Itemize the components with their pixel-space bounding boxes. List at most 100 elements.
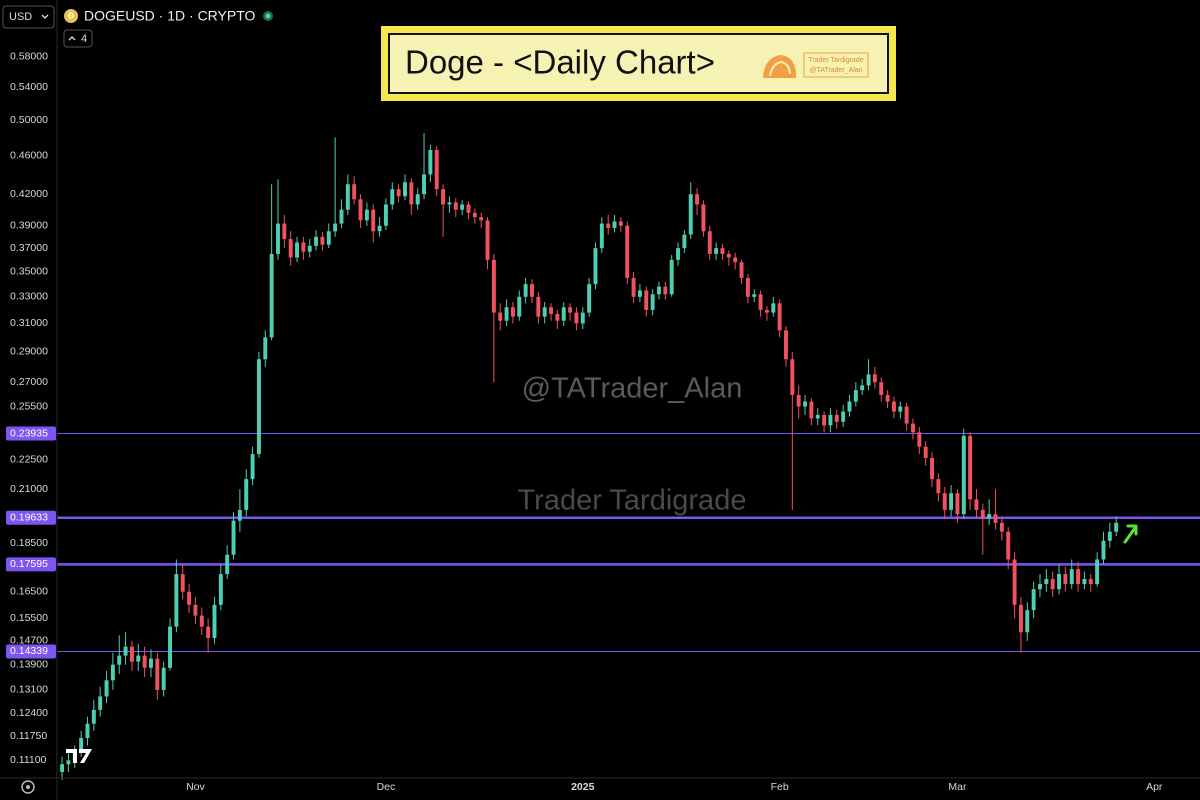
candle-body [377,225,382,232]
y-tick-label: 0.58000 [10,51,48,63]
watermark: Trader Tardigrade [518,485,747,517]
candle-body [517,296,522,317]
y-tick-label: 0.27000 [10,376,48,388]
y-tick-label: 0.37000 [10,242,48,254]
candle-body [263,337,268,360]
candle-body [606,223,611,228]
candle-body [79,737,84,753]
x-tick-label: 2025 [571,781,595,793]
candle-body [60,764,65,773]
chevron [41,14,49,19]
candle-body [314,236,319,246]
candle-body [523,284,528,297]
candle-body [428,150,433,175]
candle-body [453,202,458,210]
x-tick-label: Nov [186,781,205,793]
candle-body [790,359,795,396]
candle-body [1050,579,1055,590]
chevron [68,36,76,41]
candle-body [1012,559,1017,605]
candle-body [206,626,211,638]
currency-selector[interactable] [2,5,55,29]
candle-body [777,303,782,331]
candle-body [955,493,960,515]
coin-icon [64,9,78,23]
candle-body [187,591,192,605]
candle-body [441,189,446,205]
candle-body [917,432,922,447]
candle-body [568,307,573,313]
candle-body [676,248,680,260]
candle-body [479,217,484,221]
candle-body [504,307,509,321]
y-tick-label: 0.18500 [10,537,48,549]
plot [57,133,1200,781]
candle-body [1114,522,1119,532]
y-tick-label: 0.11100 [10,754,47,766]
candle-body [936,479,941,494]
candle-body [1006,531,1011,560]
candle-body [866,374,871,386]
candle-body [403,182,407,197]
candle-body [1095,559,1100,585]
y-tick-label: 0.13100 [10,684,48,696]
candle-body [536,296,541,317]
y-tick-label: 0.16500 [10,586,48,598]
logo-frame [803,52,869,78]
candle-body [891,401,896,412]
candle-body [244,479,249,510]
candle-body [168,626,172,668]
candle-body [466,204,471,213]
candle-body [682,234,687,249]
candle-body [212,604,217,638]
candle-body [269,253,274,338]
candle-body [364,209,369,221]
candle-body [930,457,934,480]
candle-body [1025,610,1030,633]
y-tick-label: 0.46000 [10,149,48,161]
candle-body [663,286,668,295]
candle-body [714,248,719,254]
candle-body [396,189,401,197]
candle-body [549,307,553,314]
candle-body [307,245,312,252]
candle-body [841,411,846,422]
y-tick-label: 0.25500 [10,400,48,412]
candle-body [949,493,954,510]
candle-body [295,242,299,258]
candle-body [809,401,814,419]
candle-body [942,493,947,510]
tv-logo [66,749,92,763]
settings-icon[interactable] [21,780,35,794]
y-tick-label: 0.29000 [10,346,48,358]
logo-icon-detail [769,60,791,77]
candle-body [853,390,858,402]
candle-body [472,212,477,218]
candle-body [117,655,122,665]
candle-body [498,312,503,321]
candle-body [745,277,750,297]
candle-body [301,242,306,252]
candle-body [510,307,515,317]
indicator-toggle[interactable] [63,29,93,48]
candle-body [409,182,414,205]
level-label: 0.23935 [10,427,48,439]
candle-body [898,406,903,412]
candle-body [104,680,109,697]
y-tick-label: 0.42000 [10,188,48,200]
candle-body [625,225,630,278]
candle-body [923,446,928,458]
candle-body [1076,569,1081,585]
candle-body [879,382,884,396]
candle-body [574,312,579,324]
candle-body [593,248,598,285]
title-box: Doge - <Daily Chart> Trader Tardigrade @… [381,26,896,101]
candle-body [91,709,96,724]
level-label: 0.14339 [10,645,48,657]
candle-body [149,658,153,668]
candle-body [961,435,966,515]
candle-body [136,655,141,662]
candle-body [110,664,115,681]
candle-body [669,259,674,295]
